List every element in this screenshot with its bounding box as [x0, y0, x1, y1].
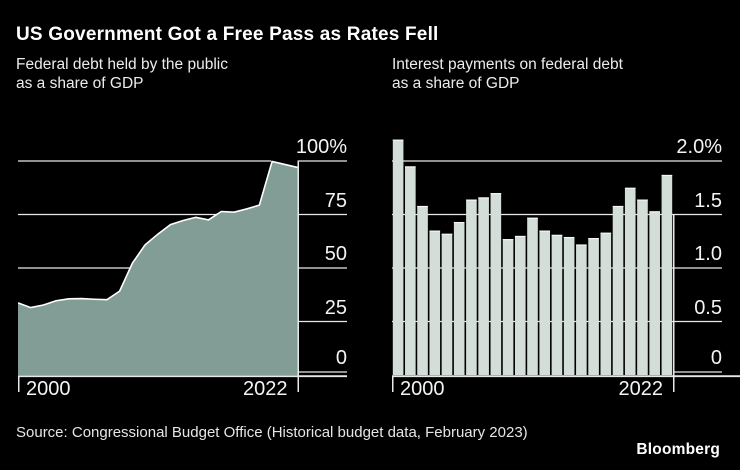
bar — [453, 221, 465, 375]
bar — [612, 205, 624, 375]
y-axis-label: 1.5 — [694, 189, 722, 212]
page-title: US Government Got a Free Pass as Rates F… — [16, 24, 439, 45]
bar — [478, 197, 489, 375]
y-axis-label: 50 — [324, 243, 347, 265]
x-axis-label: 2022 — [618, 377, 664, 400]
area-shape — [18, 161, 298, 375]
bar — [490, 193, 502, 375]
bar — [514, 235, 526, 375]
left-chart-subtitle: Federal debt held by the public as a sha… — [16, 55, 228, 93]
bar — [441, 233, 453, 375]
bar — [466, 199, 477, 375]
left-chart-subtitle-line2: as a share of GDP — [16, 75, 144, 92]
y-axis-label: 0 — [710, 347, 722, 369]
y-axis-label: 100% — [295, 136, 347, 158]
area-edge-line — [18, 160, 298, 309]
x-axis-label: 2022 — [243, 377, 288, 400]
source-note: Source: Congressional Budget Office (His… — [16, 424, 528, 441]
bar — [417, 205, 428, 375]
bar — [600, 232, 612, 375]
right-chart-subtitle: Interest payments on federal debt as a s… — [392, 55, 623, 93]
bar — [502, 239, 514, 375]
x-axis-label: 2000 — [400, 377, 445, 400]
y-axis-label: 1.0 — [694, 243, 722, 265]
chart-canvas — [18, 160, 347, 392]
y-axis-label: 0 — [335, 347, 347, 369]
bar — [527, 217, 538, 375]
interest-bar-chart: 2.0% 1.5 1.0 0.5 0 2000 2022 — [392, 135, 740, 405]
bar — [637, 199, 648, 375]
bar — [624, 187, 636, 375]
bar — [588, 238, 599, 375]
bar — [405, 166, 416, 375]
bar — [576, 244, 587, 375]
y-axis-label: 2.0% — [676, 136, 722, 158]
right-chart-subtitle-line1: Interest payments on federal debt — [392, 56, 623, 73]
bar — [429, 230, 441, 375]
bloomberg-logo: Bloomberg — [636, 441, 720, 458]
chart-canvas — [392, 139, 740, 392]
bar — [563, 236, 575, 375]
bar — [649, 211, 660, 375]
y-axis-label: 0.5 — [694, 296, 722, 319]
bar — [661, 174, 673, 375]
left-chart-subtitle-line1: Federal debt held by the public — [16, 56, 228, 73]
bar — [551, 234, 563, 375]
bar — [392, 139, 404, 375]
y-axis-label: 25 — [324, 296, 347, 319]
debt-area-chart: 100% 75 50 25 0 2000 2022 — [18, 135, 366, 405]
x-axis-label: 2000 — [26, 377, 71, 400]
y-axis-label: 75 — [324, 189, 347, 212]
bar — [539, 230, 551, 375]
right-chart-subtitle-line2: as a share of GDP — [392, 75, 520, 92]
